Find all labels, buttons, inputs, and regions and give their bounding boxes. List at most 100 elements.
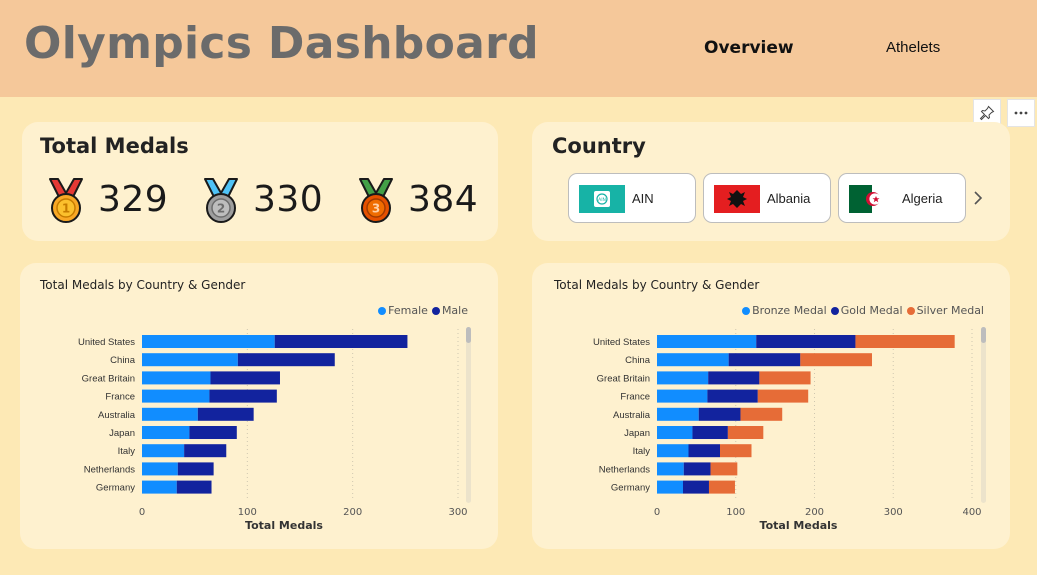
legend-label-silver: Silver Medal <box>916 304 984 317</box>
page-title: Olympics Dashboard <box>24 18 539 69</box>
bar-female-netherlands <box>142 462 178 476</box>
svg-text:3: 3 <box>372 202 380 216</box>
legend-item-silver-medal[interactable]: Silver Medal <box>906 304 984 317</box>
tab-athelets[interactable]: Athelets <box>886 39 941 56</box>
gender-bar-chart: 0 100 200 300 Total Medals United States China… <box>78 327 471 532</box>
x-axis-title: Total Medals <box>245 519 323 532</box>
bar-male-italy <box>184 444 227 458</box>
y-tick-label: United States <box>593 337 650 348</box>
bar-silver-medal-italy <box>720 444 752 458</box>
silver-medal-icon: 2 <box>204 178 238 223</box>
bar-gold-medal-united-states <box>756 335 856 348</box>
y-tick-label: Great Britain <box>597 373 650 384</box>
chip-label-algeria: Algeria <box>902 191 943 206</box>
y-tick-label: Australia <box>613 410 651 421</box>
x-tick-label: 400 <box>962 507 981 518</box>
y-tick-label: United States <box>78 337 135 348</box>
medal-type-bar-chart: 0 100 200 300 400 Total Medals United States Ch… <box>593 327 986 532</box>
bar-male-japan <box>189 426 237 439</box>
chip-label-albania: Albania <box>767 191 811 206</box>
y-tick-label: China <box>625 355 651 366</box>
bar-gold-medal-china <box>728 353 801 367</box>
bar-silver-medal-germany <box>708 480 735 494</box>
pin-icon <box>979 105 995 121</box>
y-tick-label: Netherlands <box>599 464 650 475</box>
y-tick-label: China <box>110 355 136 366</box>
chart-gender-card: Total Medals by Country & Gender Female … <box>20 263 498 549</box>
bar-bronze-medal-united-states <box>657 335 757 348</box>
bar-female-italy <box>142 444 185 458</box>
algeria-flag-icon <box>849 185 895 213</box>
header-bar: Olympics Dashboard Overview Athelets <box>0 0 1037 97</box>
bar-gold-medal-germany <box>682 480 709 494</box>
x-tick-label: 0 <box>654 507 660 518</box>
ain-flag-icon: AIN <box>579 185 625 213</box>
bar-gold-medal-great-britain <box>708 371 760 385</box>
total-medals-title: Total Medals <box>40 134 189 158</box>
gold-medal-count: 329 <box>98 179 169 220</box>
country-chip-ain[interactable]: AIN AIN <box>568 173 696 223</box>
silver-medal-count: 330 <box>253 179 324 220</box>
country-chip-albania[interactable]: Albania <box>703 173 831 223</box>
chart-legend: Bronze Medal Gold Medal Silver Medal <box>738 304 984 317</box>
scrollbar-thumb[interactable] <box>981 327 986 343</box>
scrollbar-track <box>466 327 471 503</box>
bar-silver-medal-great-britain <box>759 371 811 385</box>
x-tick-label: 200 <box>805 507 824 518</box>
chip-label-ain: AIN <box>632 191 654 206</box>
bronze-medal-count: 384 <box>408 179 479 220</box>
bar-female-australia <box>142 407 198 421</box>
y-tick-label: Netherlands <box>84 464 135 475</box>
legend-item-bronze-medal[interactable]: Bronze Medal <box>742 304 827 317</box>
y-tick-label: France <box>620 392 650 403</box>
bar-female-japan <box>142 426 190 439</box>
legend-item-male[interactable]: Male <box>431 304 468 317</box>
y-tick-label: Italy <box>633 446 651 457</box>
legend-dot-gold <box>830 306 839 315</box>
bar-gold-medal-netherlands <box>683 462 711 476</box>
legend-label-bronze: Bronze Medal <box>752 304 827 317</box>
bar-female-great-britain <box>142 371 211 385</box>
y-tick-label: Japan <box>109 428 135 439</box>
more-options-button[interactable] <box>1007 99 1035 127</box>
bar-silver-medal-united-states <box>855 335 955 348</box>
y-tick-label: Great Britain <box>82 373 135 384</box>
bar-bronze-medal-china <box>657 353 729 367</box>
bar-male-germany <box>176 480 212 494</box>
albania-flag-icon <box>714 185 760 213</box>
y-tick-label: France <box>105 392 135 403</box>
chevron-right-icon[interactable] <box>971 189 985 207</box>
legend-label-female: Female <box>388 304 428 317</box>
legend-label-gold: Gold Medal <box>840 304 903 317</box>
more-options-icon <box>1014 111 1028 115</box>
country-title: Country <box>552 134 646 158</box>
x-tick-label: 100 <box>238 507 257 518</box>
x-tick-label: 300 <box>448 507 467 518</box>
x-tick-label: 300 <box>884 507 903 518</box>
bar-bronze-medal-great-britain <box>657 371 709 385</box>
country-chip-algeria[interactable]: Algeria <box>838 173 966 223</box>
legend-item-gold-medal[interactable]: Gold Medal <box>830 304 903 317</box>
bar-gold-medal-japan <box>692 426 728 439</box>
legend-item-female[interactable]: Female <box>378 304 428 317</box>
chart-medal-type-card: Total Medals by Country & Gender Bronze … <box>532 263 1010 549</box>
bar-silver-medal-netherlands <box>710 462 738 476</box>
bar-silver-medal-china <box>800 353 872 367</box>
y-tick-label: Japan <box>624 428 650 439</box>
tab-overview[interactable]: Overview <box>704 38 794 58</box>
bar-bronze-medal-japan <box>657 426 693 439</box>
bar-male-australia <box>197 407 254 421</box>
scrollbar-thumb[interactable] <box>466 327 471 343</box>
bar-male-china <box>237 353 335 367</box>
bar-bronze-medal-germany <box>657 480 683 494</box>
bar-female-united-states <box>142 335 275 348</box>
bar-bronze-medal-netherlands <box>657 462 684 476</box>
gold-medal-icon: 1 <box>49 178 83 223</box>
legend-dot-bronze <box>742 306 751 315</box>
bar-female-france <box>142 389 210 403</box>
svg-text:2: 2 <box>217 202 225 216</box>
country-slicer-card: Country AIN AIN Albania Algeria <box>532 122 1010 241</box>
chart-title: Total Medals by Country & Gender <box>40 278 246 292</box>
legend-label-male: Male <box>441 304 468 317</box>
bar-silver-medal-france <box>757 389 809 403</box>
